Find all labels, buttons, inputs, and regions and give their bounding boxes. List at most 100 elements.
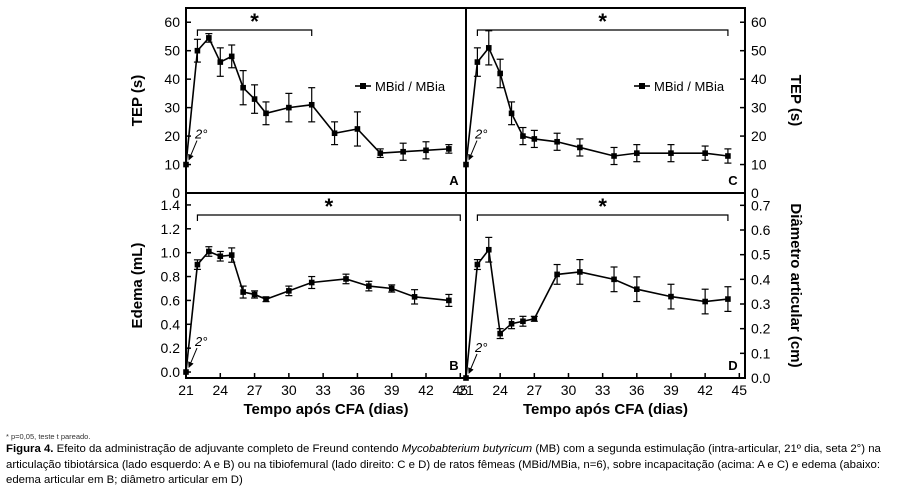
- panel-a-ytick-label: 10: [164, 157, 180, 173]
- panel-c-data-point: [577, 144, 583, 151]
- panel-d-data-point: [463, 375, 469, 381]
- panel-b-letter: B: [449, 358, 458, 373]
- panel-c-arrow-label: 2°: [474, 127, 487, 142]
- panel-c-significance-star: *: [598, 9, 607, 34]
- panel-d-data-point: [725, 296, 731, 302]
- footnote: * p=0,05, teste t pareado.: [6, 432, 91, 441]
- panel-c-data-point: [485, 45, 492, 51]
- panel-a-letter: A: [449, 173, 459, 188]
- panel-d-arrow: [468, 353, 478, 374]
- panel-c-data-point: [554, 138, 560, 145]
- panel-d-xtick-label: 45: [732, 382, 748, 398]
- panel-b-xtick-label: 30: [281, 382, 297, 398]
- panel-b-data-point: [343, 276, 349, 282]
- panel-b-arrow-label: 2°: [194, 334, 207, 349]
- panel-c-data-point: [463, 161, 469, 168]
- panel-a-data-point: [331, 130, 338, 137]
- panel-b-frame: [185, 192, 467, 379]
- panel-d-xtick-label: 39: [663, 382, 679, 398]
- panel-a-ytick-label: 40: [164, 71, 180, 87]
- panel-b: 0.0 0.2 0.4 0.6 0.8 1.0 1.2 1.4 Edema (mL) 21 24 27…: [129, 192, 468, 418]
- figure-caption: Figura 4. Efeito da administração de adj…: [6, 442, 916, 489]
- panel-a-arrow-label: 2°: [194, 127, 207, 142]
- panel-a-legend-marker: [360, 83, 366, 89]
- panel-d-data-point: [611, 276, 617, 283]
- panel-b-data-point: [286, 288, 292, 294]
- panel-b-data-point: [263, 296, 269, 303]
- panel-d-ylabel: Diâmetro articular (cm): [787, 203, 804, 367]
- panel-d-data-point: [497, 330, 503, 337]
- panel-a-data-point: [354, 126, 361, 132]
- panel-b-xtick-label: 24: [212, 382, 228, 398]
- panel-b-ytick-label: 0.8: [161, 269, 181, 285]
- panel-c-data-point: [702, 150, 708, 156]
- panel-c-data-point: [474, 59, 481, 65]
- panel-b-ytick-label: 0.0: [161, 364, 181, 380]
- panel-b-data-point: [217, 253, 224, 260]
- panel-b-series-line: [185, 250, 449, 373]
- panel-c-ytick-label: 50: [751, 43, 767, 59]
- panel-c-arrow: [468, 140, 478, 161]
- panel-a-data-point: [206, 35, 212, 41]
- panel-a-data-point: [423, 147, 429, 154]
- panel-a-data-point: [240, 84, 246, 91]
- panel-a-arrow: [188, 140, 198, 161]
- panel-a-ytick-label: 60: [164, 14, 180, 30]
- panel-d-data-point: [668, 293, 674, 300]
- panel-c-data-point: [531, 136, 538, 142]
- panel-d-data-point: [485, 246, 492, 253]
- panel-c-ytick-label: 20: [751, 128, 767, 144]
- panel-d-xtick-label: 21: [458, 382, 474, 398]
- panel-b-xtick-label: 39: [384, 382, 400, 398]
- panel-a-ytick-label: 30: [164, 100, 180, 116]
- panel-d-significance-star: *: [598, 194, 607, 219]
- panel-b-data-point: [240, 289, 246, 295]
- panel-b-significance-star: *: [325, 194, 334, 219]
- panel-a-data-point: [251, 96, 258, 102]
- panel-a-significance-bracket: [196, 29, 313, 36]
- panel-a-legend-label: MBid / MBia: [375, 79, 446, 94]
- panel-c-data-point: [668, 150, 674, 156]
- panel-d-data-point: [554, 271, 560, 278]
- panel-b-data-point: [308, 279, 315, 286]
- panel-d-data-point: [474, 261, 481, 268]
- panel-d-ytick-label: 0.6: [751, 222, 771, 238]
- panel-d-ytick-label: 0.5: [751, 247, 771, 263]
- panel-b-xlabel: Tempo após CFA (dias): [243, 401, 408, 418]
- caption-text-2: (MB) com a segunda estimulação (intra-ar…: [6, 443, 881, 487]
- panel-d-ytick-label: 0.1: [751, 345, 771, 361]
- panel-b-data-point: [183, 369, 189, 375]
- panel-d-letter: D: [728, 358, 737, 373]
- panel-b-ytick-label: 1.0: [161, 245, 181, 261]
- panel-c-data-point: [725, 153, 731, 159]
- panel-d-data-point: [634, 286, 640, 292]
- panel-d-data-point: [520, 318, 526, 325]
- panel-b-ytick-label: 0.2: [161, 340, 181, 356]
- caption-species: Mycobabterium butyricum: [401, 443, 533, 455]
- panel-a-data-point: [446, 146, 452, 152]
- panel-c-data-point: [611, 153, 617, 159]
- figure-4: 0 10 20 30 40 50 60 TEP (s) * 2° MBid / MBia A 0 10 20…: [129, 7, 804, 418]
- panel-a-series-line: [185, 36, 449, 165]
- panel-a-data-point: [263, 110, 269, 117]
- panel-a-ytick-label: 20: [164, 128, 180, 144]
- panel-d-data-point: [702, 298, 708, 305]
- panel-b-xtick-label: 45: [452, 382, 468, 398]
- panel-a-data-point: [228, 53, 235, 60]
- panel-a-frame: [185, 7, 467, 194]
- panel-d-ytick-label: 0.2: [751, 321, 771, 337]
- panel-d-ytick-label: 0.0: [751, 370, 771, 386]
- panel-b-data-point: [251, 291, 258, 298]
- panel-d-data-point: [508, 320, 515, 327]
- panel-a-data-point: [183, 161, 189, 168]
- panel-d-data-point: [577, 269, 583, 275]
- panel-c-ytick-label: 60: [751, 14, 767, 30]
- panel-d-xtick-label: 24: [492, 382, 508, 398]
- panel-c-series-line: [465, 46, 729, 165]
- panel-d-xtick-label: 42: [697, 382, 713, 398]
- panel-b-xtick-label: 36: [350, 382, 366, 398]
- panel-c-ytick-label: 30: [751, 100, 767, 116]
- panel-a: 0 10 20 30 40 50 60 TEP (s) * 2° MBid / MBia A: [129, 7, 467, 201]
- panel-c-ylabel: TEP (s): [787, 75, 804, 126]
- panel-b-ytick-label: 1.2: [161, 221, 181, 237]
